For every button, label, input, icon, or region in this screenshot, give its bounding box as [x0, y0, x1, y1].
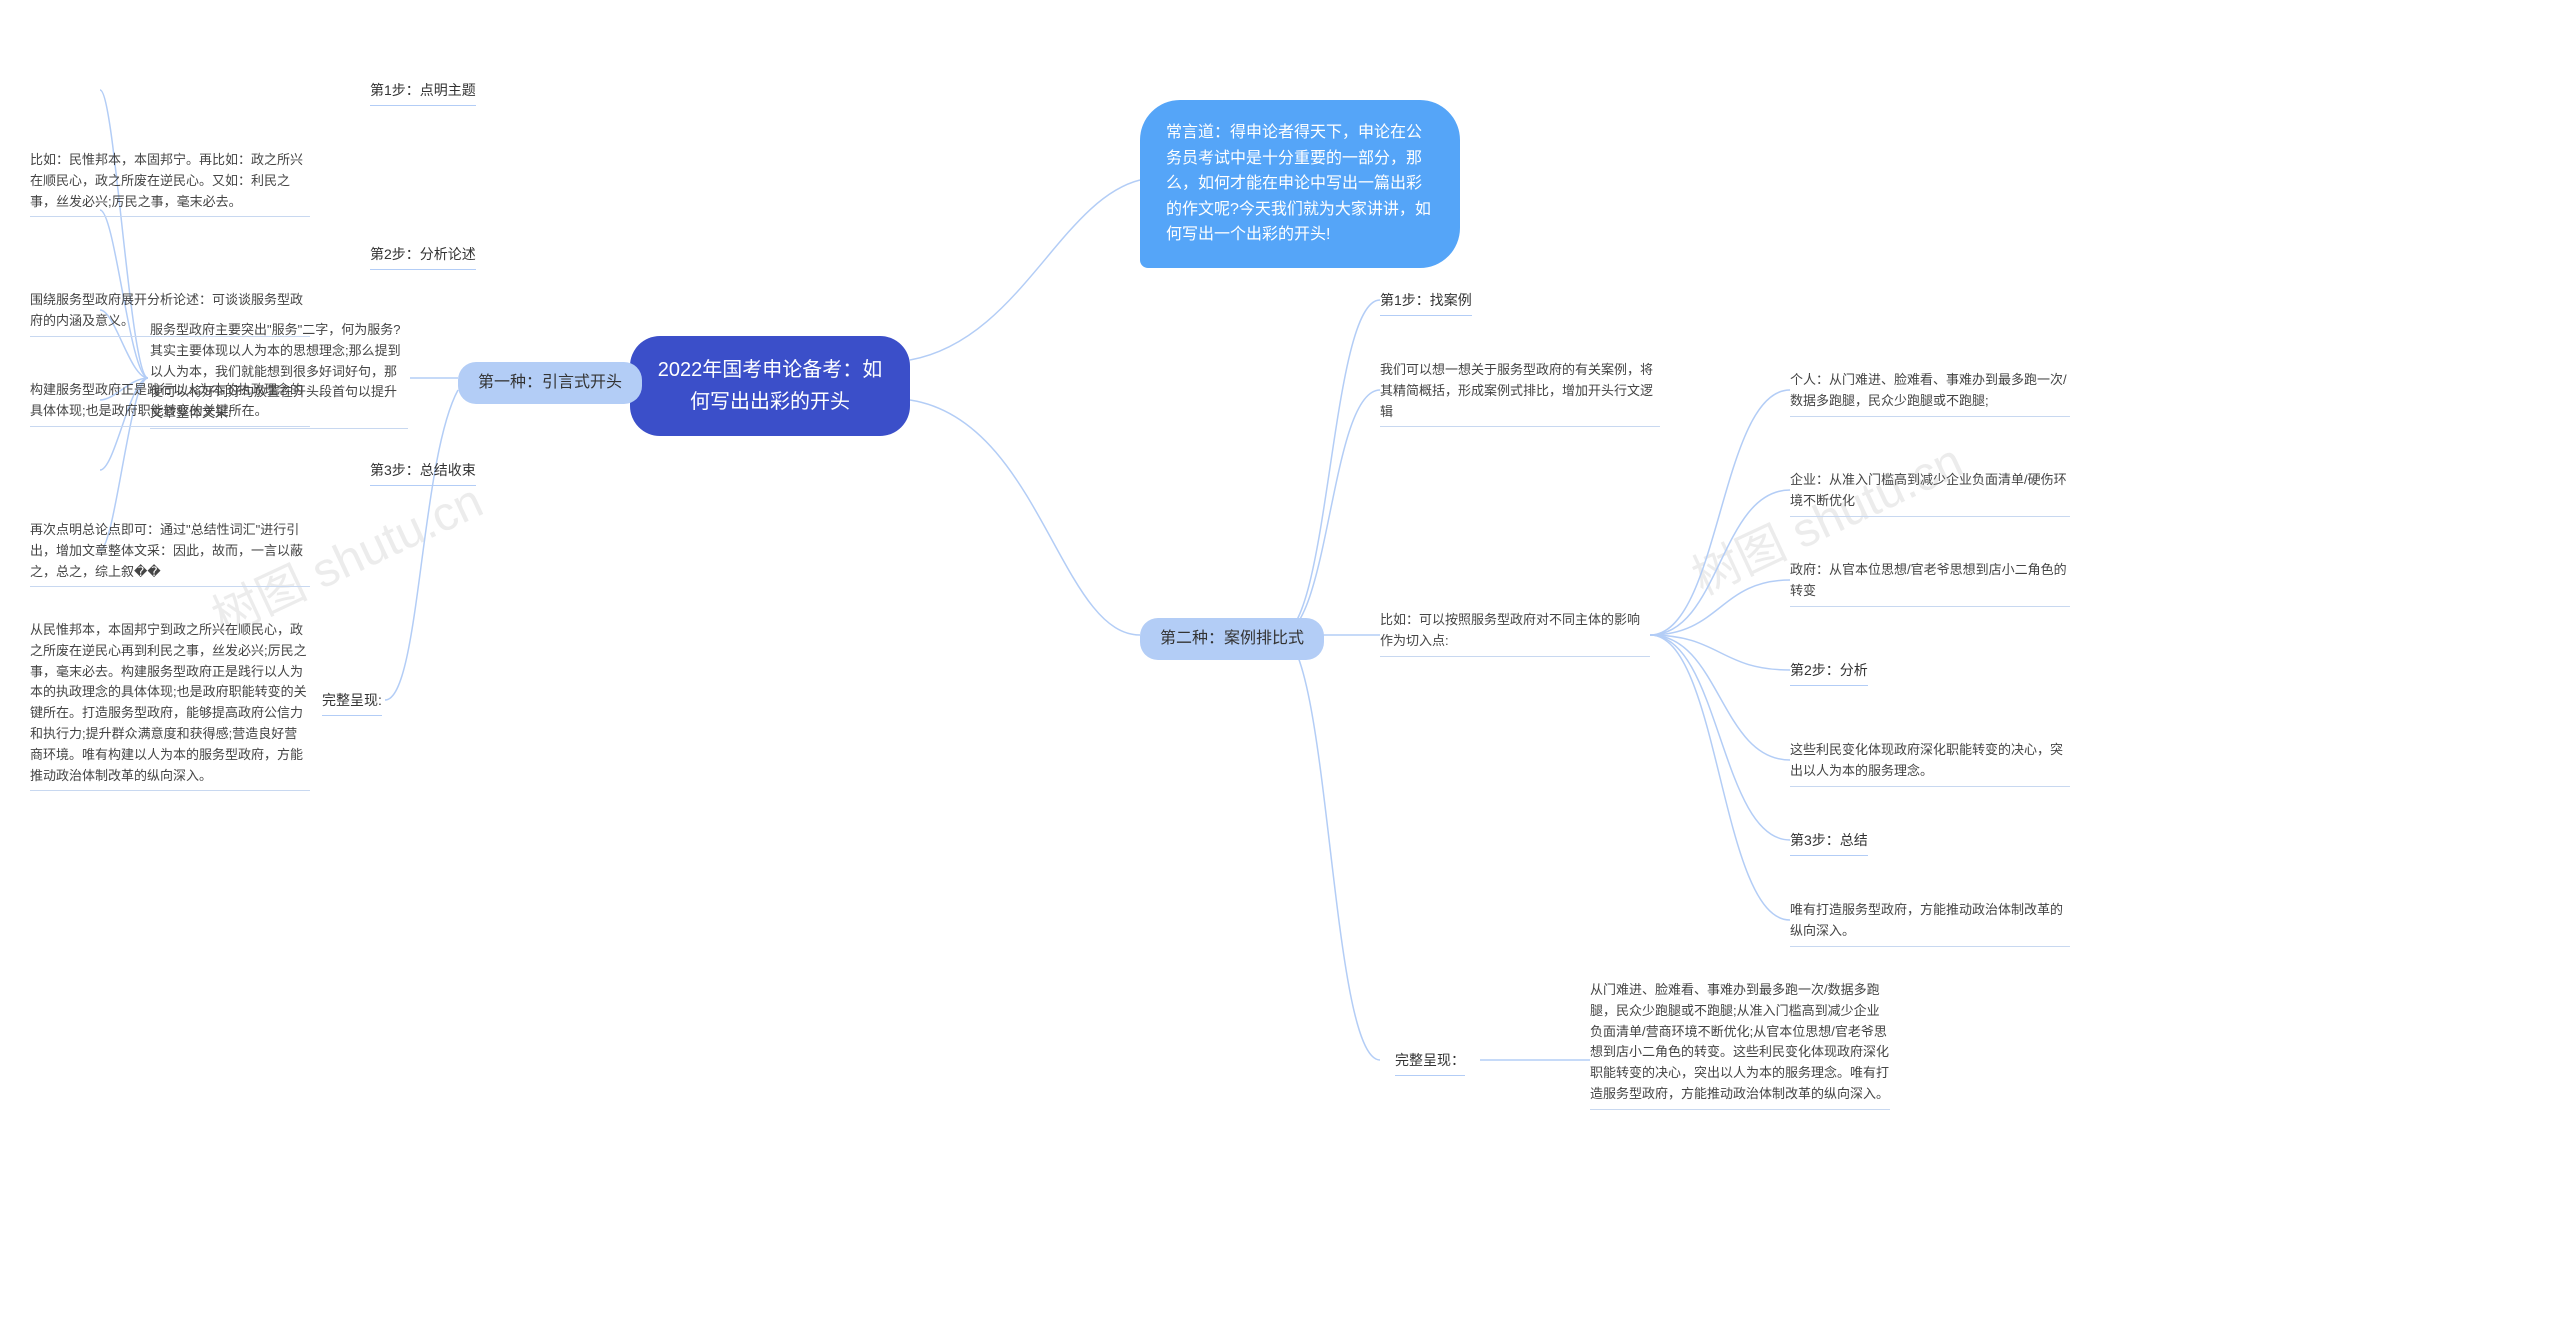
left-step1: 第1步：点明主题 [370, 80, 476, 106]
left-step2-detail2: 构建服务型政府正是践行以人为本的执政理念的具体体现;也是政府职能转变的关键所在。 [30, 380, 310, 427]
left-full-label: 完整呈现: [322, 690, 382, 716]
right-step2-detail: 这些利民变化体现政府深化职能转变的决心，突出以人为本的服务理念。 [1790, 740, 2070, 787]
branch-right-title: 第二种：案例排比式 [1140, 618, 1324, 660]
center-topic: 2022年国考申论备考：如何写出出彩的开头 [630, 336, 910, 436]
right-point-personal: 个人：从门难进、脸难看、事难办到最多跑一次/数据多跑腿，民众少跑腿或不跑腿; [1790, 370, 2070, 417]
left-step2-detail1: 围绕服务型政府展开分析论述：可谈谈服务型政府的内涵及意义。 [30, 290, 310, 337]
right-full-label: 完整呈现： [1395, 1050, 1465, 1076]
right-step2: 第2步：分析 [1790, 660, 1868, 686]
left-step1-detail: 比如：民惟邦本，本固邦宁。再比如：政之所兴在顺民心，政之所废在逆民心。又如：利民… [30, 150, 310, 217]
left-step3-detail: 再次点明总论点即可：通过"总结性词汇"进行引出，增加文章整体文采：因此，故而，一… [30, 520, 310, 587]
right-step1: 第1步：找案例 [1380, 290, 1472, 316]
right-step1-detail: 我们可以想一想关于服务型政府的有关案例，将其精简概括，形成案例式排比，增加开头行… [1380, 360, 1660, 427]
right-step3-detail: 唯有打造服务型政府，方能推动政治体制改革的纵向深入。 [1790, 900, 2070, 947]
branch-left-title: 第一种：引言式开头 [458, 362, 642, 404]
right-step3: 第3步：总结 [1790, 830, 1868, 856]
left-full: 从民惟邦本，本固邦宁到政之所兴在顺民心，政之所废在逆民心再到利民之事，丝发必兴;… [30, 620, 310, 791]
right-point-gov: 政府：从官本位思想/官老爷思想到店小二角色的转变 [1790, 560, 2070, 607]
right-full: 从门难进、脸难看、事难办到最多跑一次/数据多跑腿，民众少跑腿或不跑腿;从准入门槛… [1590, 980, 1890, 1110]
intro-bubble: 常言道：得申论者得天下，申论在公务员考试中是十分重要的一部分，那么，如何才能在申… [1140, 100, 1460, 268]
left-step2: 第2步：分析论述 [370, 244, 476, 270]
right-step1-sub: 比如：可以按照服务型政府对不同主体的影响作为切入点: [1380, 610, 1650, 657]
right-point-company: 企业：从准入门槛高到减少企业负面清单/硬伤环境不断优化 [1790, 470, 2070, 517]
left-step3: 第3步：总结收束 [370, 460, 476, 486]
